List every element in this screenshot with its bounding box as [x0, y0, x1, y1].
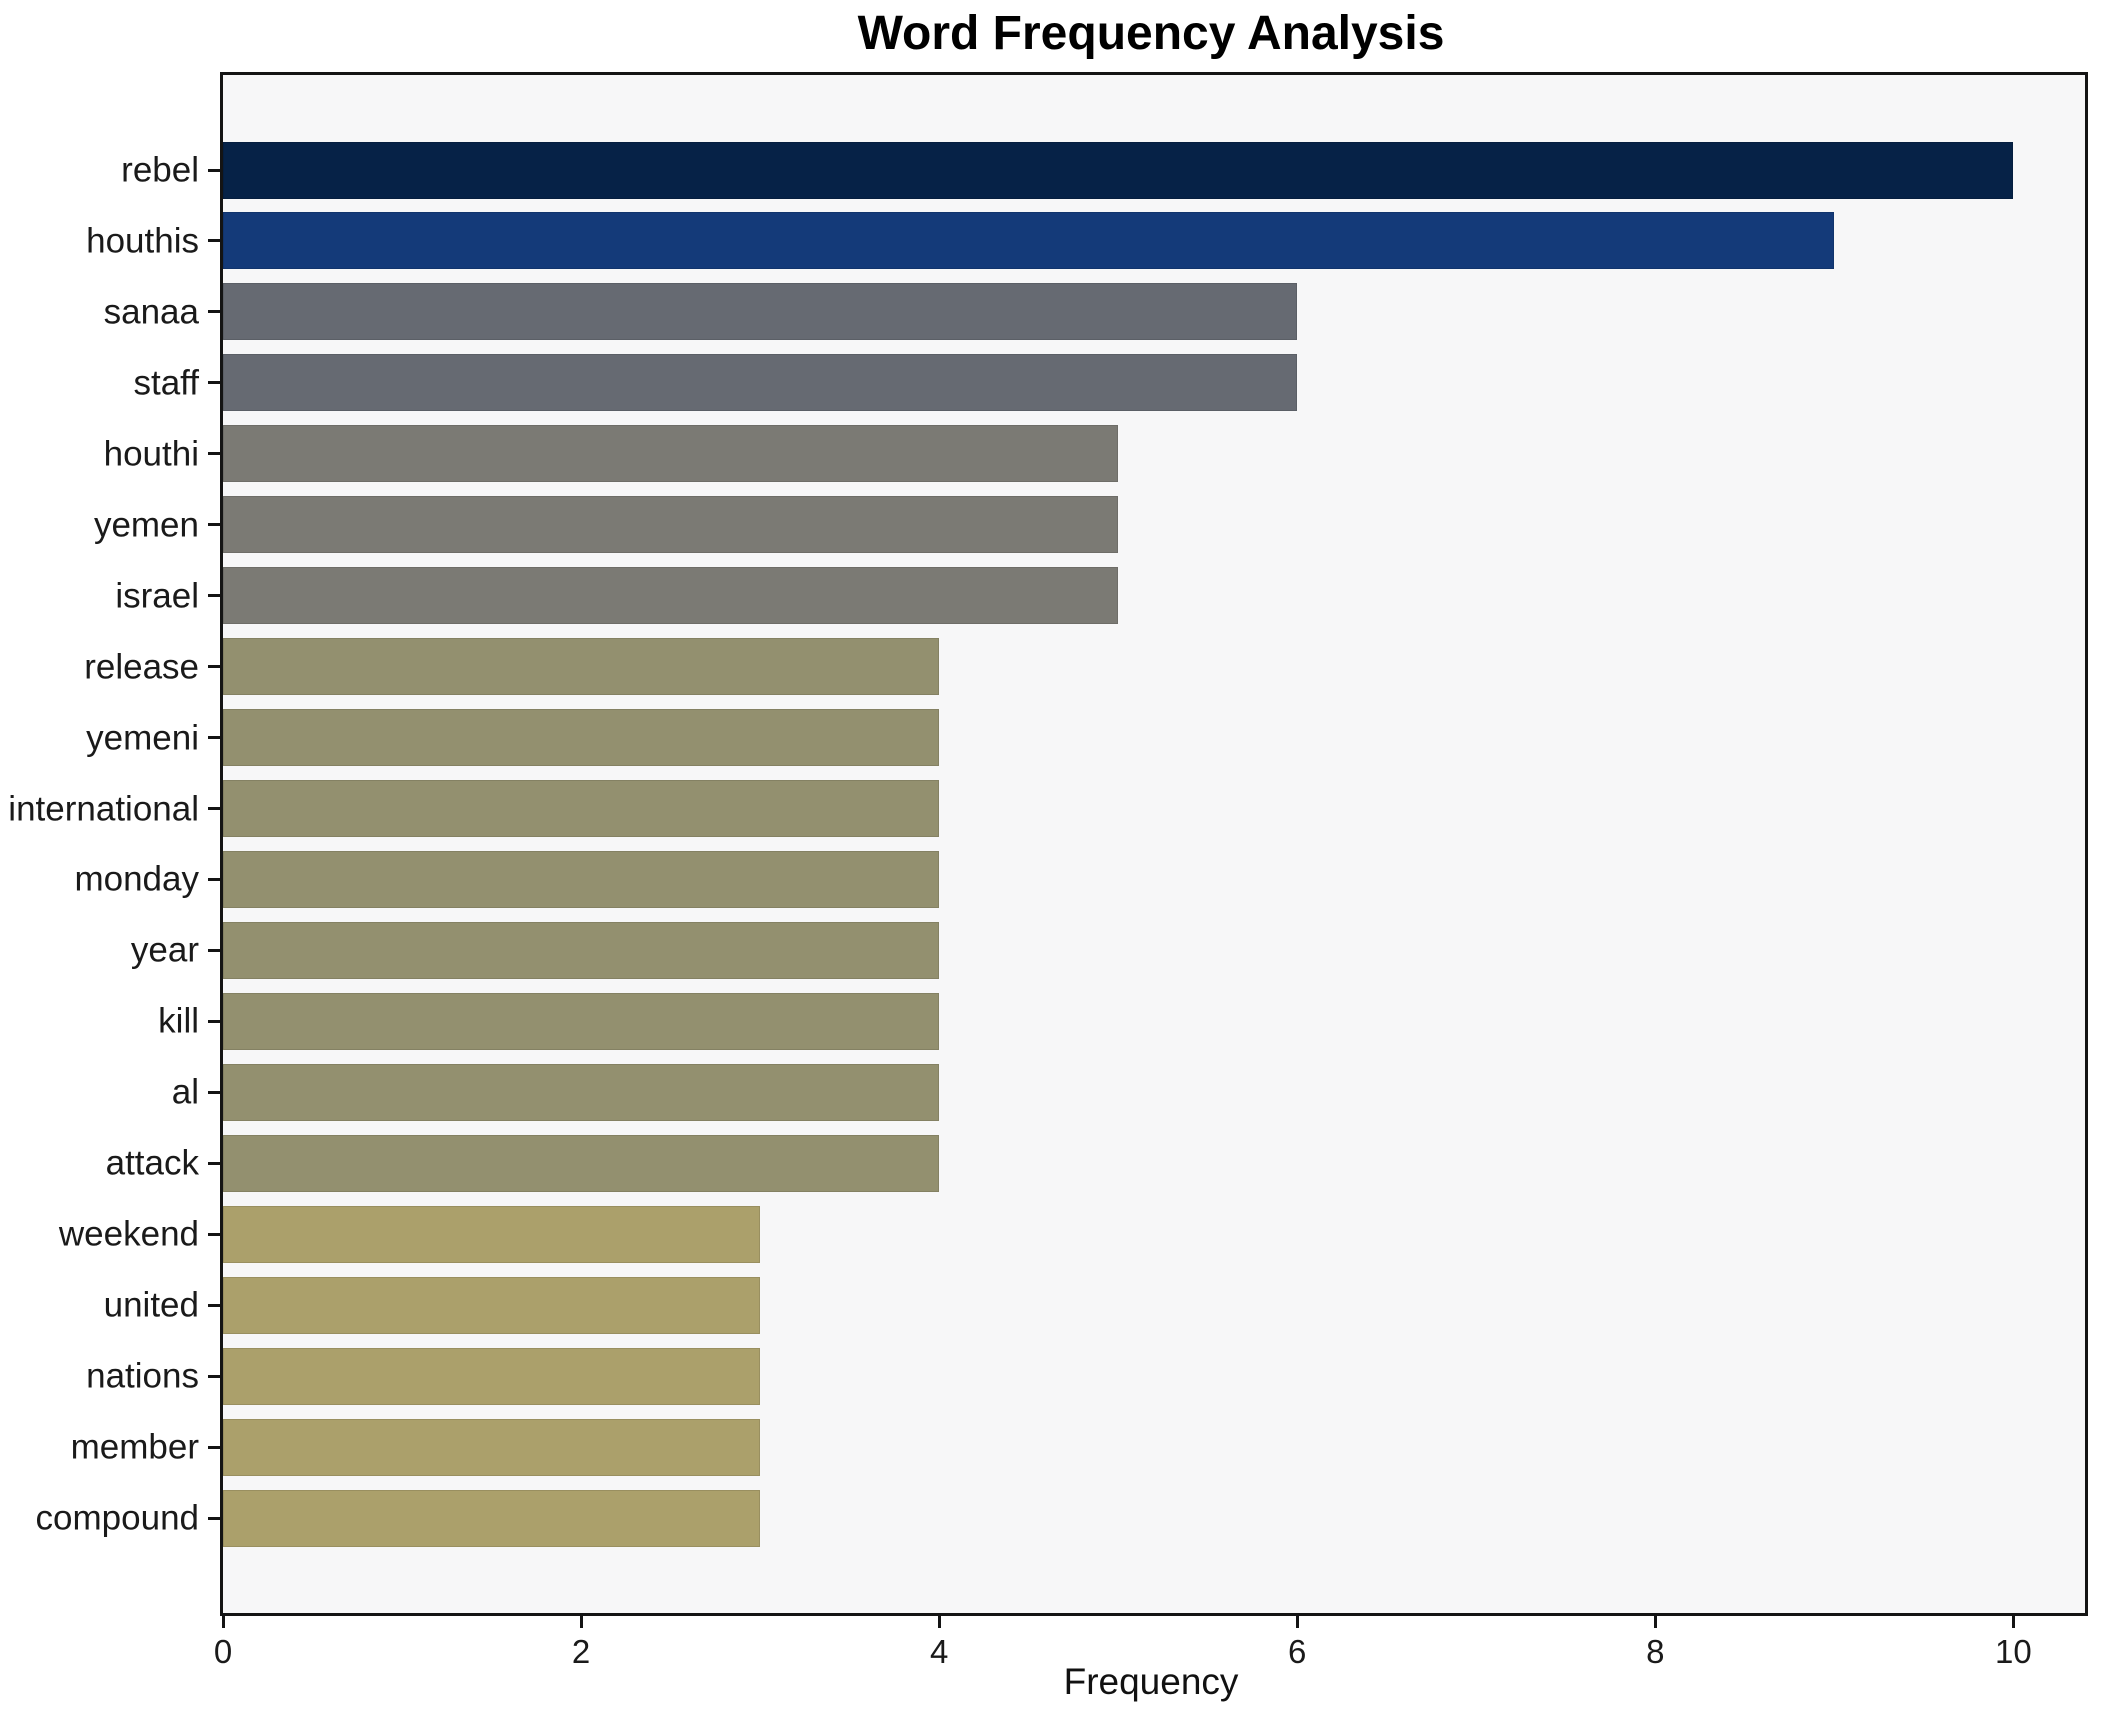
y-tick-mark [208, 1161, 220, 1165]
y-tick-label-member: member [70, 1427, 199, 1467]
y-tick-mark [208, 1374, 220, 1378]
y-tick-mark [208, 665, 220, 669]
bar-monday [223, 850, 940, 908]
y-tick-mark [208, 381, 220, 385]
bar-houthis [223, 212, 1835, 270]
bar-compound [223, 1489, 761, 1547]
y-tick-mark [208, 1090, 220, 1094]
y-tick-mark [208, 1445, 220, 1449]
x-tick-mark [221, 1616, 225, 1628]
x-tick-label-10: 10 [1995, 1633, 2032, 1670]
x-tick-mark [1653, 1616, 1657, 1628]
y-tick-mark [208, 310, 220, 314]
bar-houthi [223, 425, 1119, 483]
bar-sanaa [223, 283, 1298, 341]
y-tick-label-nations: nations [86, 1356, 199, 1396]
bar-international [223, 780, 940, 838]
bar-year [223, 921, 940, 979]
y-tick-label-houthi: houthi [103, 434, 199, 474]
y-tick-mark [208, 877, 220, 881]
y-tick-mark [208, 168, 220, 172]
y-tick-mark [208, 1516, 220, 1520]
y-tick-label-kill: kill [158, 1001, 199, 1041]
x-tick-mark [937, 1616, 941, 1628]
y-tick-mark [208, 948, 220, 952]
y-tick-mark [208, 1303, 220, 1307]
y-tick-label-monday: monday [74, 859, 199, 899]
y-tick-label-compound: compound [35, 1498, 199, 1538]
x-tick-label-4: 4 [929, 1633, 949, 1670]
y-tick-mark [208, 594, 220, 598]
bar-al [223, 1063, 940, 1121]
y-tick-label-release: release [84, 647, 199, 687]
bar-kill [223, 992, 940, 1050]
bar-united [223, 1276, 761, 1334]
y-tick-label-yemen: yemen [93, 505, 199, 545]
x-tick-label-6: 6 [1288, 1633, 1307, 1670]
y-tick-label-international: international [8, 789, 199, 829]
y-tick-label-staff: staff [133, 363, 199, 403]
bar-yemeni [223, 709, 940, 767]
x-tick-label-8: 8 [1646, 1633, 1665, 1670]
bar-yemen [223, 496, 1119, 554]
y-tick-mark [208, 239, 220, 243]
y-tick-label-attack: attack [105, 1143, 199, 1183]
y-tick-mark [208, 1232, 220, 1236]
y-tick-label-yemeni: yemeni [86, 718, 199, 758]
bar-weekend [223, 1205, 761, 1263]
y-tick-label-year: year [130, 930, 199, 970]
y-tick-label-israel: israel [115, 576, 199, 616]
x-tick-mark [579, 1616, 583, 1628]
y-tick-mark [208, 736, 220, 740]
y-tick-label-weekend: weekend [58, 1214, 199, 1254]
plot-area: rebel houthis sanaa staff houthi yemen israel r… [8, 72, 2088, 1668]
bar-staff [223, 354, 1298, 412]
x-tick-label-0: 0 [213, 1633, 233, 1670]
y-tick-label-al: al [171, 1072, 199, 1112]
x-tick-mark [2011, 1616, 2015, 1628]
y-tick-mark [208, 807, 220, 811]
chart-title: Word Frequency Analysis [857, 7, 1445, 60]
bar-rebel [223, 141, 2014, 199]
bar-member [223, 1418, 761, 1476]
y-tick-mark [208, 452, 220, 456]
y-tick-mark [208, 1019, 220, 1023]
y-tick-label-sanaa: sanaa [103, 292, 199, 332]
y-tick-label-united: united [103, 1285, 199, 1325]
bar-attack [223, 1134, 940, 1192]
y-tick-label-houthis: houthis [86, 221, 199, 261]
x-axis-label: Frequency [1063, 1661, 1239, 1702]
y-tick-label-rebel: rebel [121, 150, 199, 190]
x-tick-label-2: 2 [571, 1633, 591, 1670]
x-tick-mark [1295, 1616, 1299, 1628]
bar-nations [223, 1347, 761, 1405]
bar-release [223, 638, 940, 696]
bar-israel [223, 567, 1119, 625]
y-tick-mark [208, 523, 220, 527]
